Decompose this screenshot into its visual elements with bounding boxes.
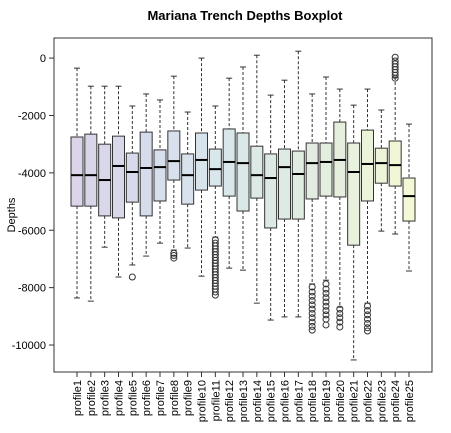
box — [181, 153, 195, 205]
outlier — [336, 323, 344, 331]
x-tick-label: profile13 — [238, 380, 250, 422]
outlier — [391, 74, 399, 82]
x-tick-label: profile14 — [252, 380, 264, 422]
x-tick-label: profile3 — [100, 380, 112, 416]
x-tick-label: profile8 — [169, 380, 181, 416]
x-tick-label: profile4 — [114, 380, 126, 416]
outlier — [322, 280, 330, 288]
x-tick-label: profile20 — [335, 380, 347, 422]
box — [70, 136, 84, 207]
box — [402, 177, 416, 222]
outlier — [364, 302, 371, 310]
outlier — [364, 315, 371, 323]
outlier — [364, 327, 371, 335]
outlier — [336, 314, 344, 322]
outlier — [170, 249, 178, 257]
outlier — [211, 288, 219, 296]
box — [84, 133, 98, 207]
y-tick-label: -6000 — [18, 225, 46, 237]
x-tick-label: profile18 — [307, 380, 319, 422]
box — [374, 147, 388, 184]
box — [195, 132, 208, 191]
outlier — [308, 326, 316, 334]
y-tick-label: -8000 — [18, 283, 46, 295]
outlier — [211, 291, 219, 299]
x-tick-label: profile17 — [293, 380, 305, 422]
outlier — [308, 297, 316, 305]
box — [305, 142, 319, 200]
x-tick-label: profile24 — [390, 380, 402, 422]
x-tick-label: profile5 — [127, 380, 139, 416]
outlier — [128, 273, 136, 281]
outlier — [308, 301, 316, 309]
outlier — [308, 309, 316, 317]
outlier — [322, 315, 330, 323]
x-tick-label: profile7 — [155, 380, 167, 416]
outlier — [322, 307, 330, 315]
x-tick-label: profile12 — [224, 380, 236, 422]
outlier — [170, 254, 178, 262]
outlier — [308, 322, 316, 330]
outlier — [336, 318, 344, 326]
box — [236, 132, 250, 212]
outlier — [364, 311, 371, 319]
x-tick-label: profile2 — [86, 380, 98, 416]
outlier — [322, 289, 330, 297]
outlier — [364, 320, 371, 328]
outlier — [322, 298, 330, 306]
box — [264, 153, 278, 229]
outlier — [336, 305, 344, 313]
x-tick-label: profile15 — [266, 380, 278, 422]
chart-title: Mariana Trench Depths Boxplot — [147, 8, 343, 23]
box — [388, 140, 402, 187]
x-tick-label: profile9 — [183, 380, 195, 416]
box — [319, 142, 333, 197]
box — [167, 130, 181, 181]
y-tick-label: -4000 — [18, 168, 46, 180]
outlier — [391, 53, 399, 61]
x-tick-label: profile1 — [72, 380, 84, 416]
box — [250, 145, 264, 199]
x-tick-label: profile25 — [404, 380, 416, 422]
x-tick-label: profile11 — [210, 380, 222, 421]
x-tick-label: profile6 — [141, 380, 153, 416]
outlier — [308, 318, 316, 326]
box — [361, 129, 374, 202]
y-axis-label: Depths — [6, 197, 18, 232]
box — [153, 149, 167, 202]
x-tick-label: profile22 — [363, 380, 375, 422]
outlier — [364, 324, 371, 332]
outlier — [322, 294, 330, 302]
x-tick-label: profile23 — [376, 380, 388, 422]
outlier — [308, 288, 316, 296]
outlier — [308, 283, 316, 291]
box — [291, 150, 305, 220]
outlier — [170, 252, 178, 260]
y-tick-label: -10000 — [12, 340, 46, 352]
outlier — [322, 321, 330, 329]
x-tick-label: profile10 — [197, 380, 209, 422]
outlier — [322, 311, 330, 319]
box — [208, 148, 222, 187]
outlier — [308, 314, 316, 322]
x-tick-label: profile21 — [349, 380, 361, 422]
outlier — [322, 302, 330, 310]
box — [112, 135, 125, 219]
outlier — [336, 309, 344, 317]
outlier — [322, 285, 330, 293]
y-tick-label: 0 — [40, 53, 46, 65]
box — [278, 148, 291, 220]
box — [139, 131, 153, 217]
outlier — [391, 71, 399, 79]
box — [347, 142, 361, 246]
x-tick-label: profile19 — [321, 380, 333, 422]
box — [125, 152, 139, 203]
y-tick-label: -2000 — [18, 110, 46, 122]
outlier — [308, 305, 316, 313]
outlier — [364, 307, 371, 315]
outlier — [308, 292, 316, 300]
x-tick-label: profile16 — [280, 380, 292, 422]
